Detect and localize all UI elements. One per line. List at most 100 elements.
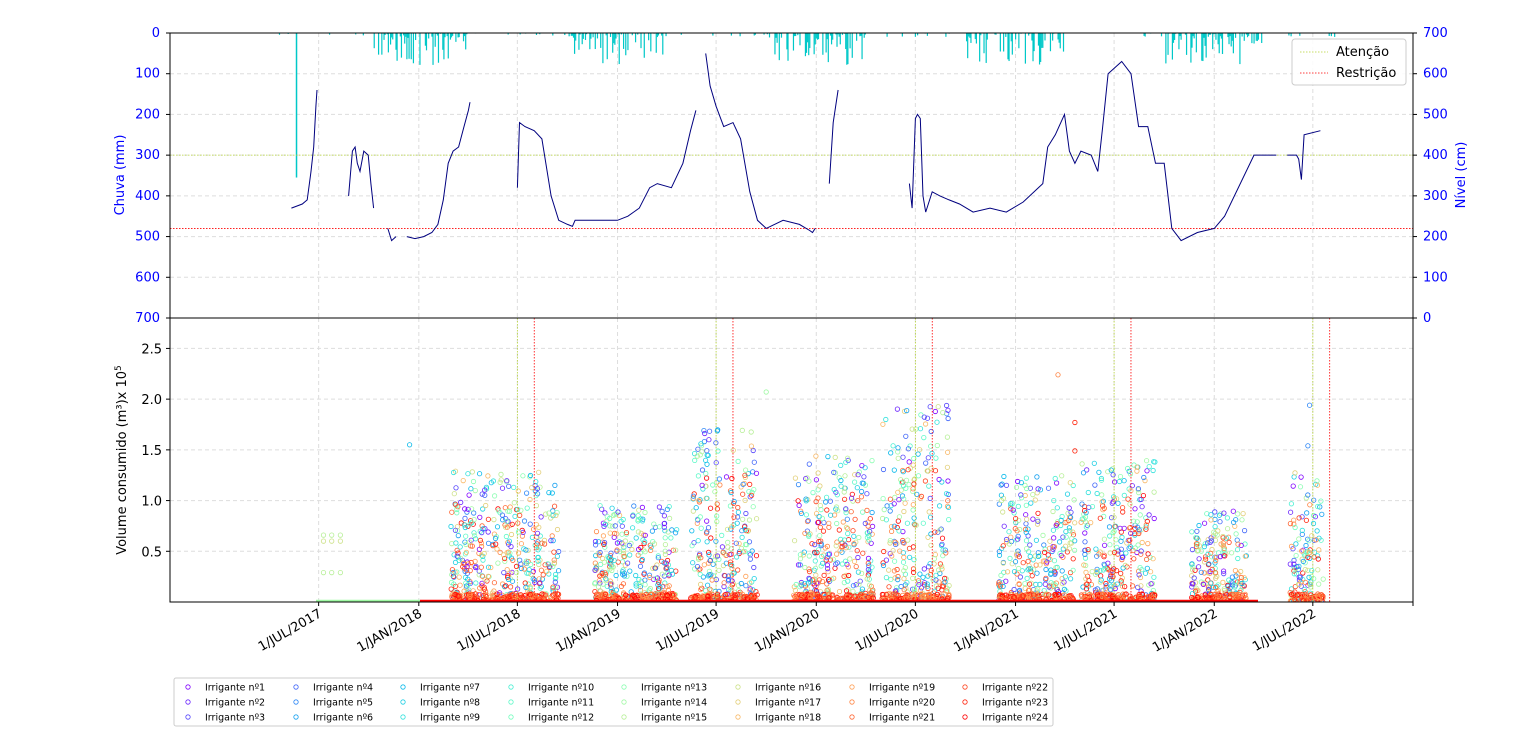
volume-point — [546, 489, 552, 496]
volume-point — [1237, 580, 1243, 586]
rain-bar — [980, 33, 982, 36]
volume-point — [1212, 560, 1218, 566]
volume-point — [855, 472, 861, 478]
rain-bar — [776, 33, 778, 43]
volume-point — [617, 548, 623, 555]
rain-bar — [787, 33, 789, 61]
volume-point — [905, 467, 911, 473]
volume-point — [1127, 501, 1133, 507]
volume-point — [740, 516, 746, 522]
volume-point — [1068, 576, 1074, 582]
volume-point — [1091, 460, 1097, 466]
volume-point — [707, 557, 714, 564]
volume-point — [726, 576, 732, 583]
volume-point — [1063, 534, 1069, 540]
rain-bar — [381, 33, 383, 55]
volume-point — [1189, 546, 1196, 553]
rain-bar — [886, 33, 888, 37]
volume-point — [1011, 594, 1018, 600]
volume-point — [1220, 579, 1226, 586]
volume-point — [517, 512, 523, 519]
volume-point — [1305, 492, 1311, 498]
volume-tick-label: 0.5 — [141, 545, 162, 560]
volume-point — [796, 502, 802, 508]
rain-bar — [983, 33, 985, 54]
irrigant-legend-item: Irrigante nº1 — [185, 683, 265, 694]
rain-bar — [455, 33, 457, 42]
volume-point — [1011, 586, 1017, 593]
rain-bar — [846, 33, 848, 65]
volume-point — [747, 494, 753, 500]
volume-point — [508, 531, 515, 538]
volume-point — [1104, 591, 1110, 597]
volume-point — [554, 553, 561, 559]
irrigant-swatch — [962, 684, 968, 690]
volume-point — [504, 524, 510, 530]
rain-bar — [466, 33, 468, 35]
volume-point — [750, 504, 756, 510]
volume-point — [1232, 567, 1239, 574]
volume-point — [1213, 557, 1219, 564]
volume-point — [1003, 482, 1010, 488]
volume-point — [712, 489, 718, 495]
volume-point — [653, 575, 659, 582]
volume-point — [824, 507, 830, 513]
rain-bar — [355, 33, 357, 35]
rain-bar — [768, 33, 771, 38]
volume-point — [466, 539, 473, 545]
volume-point — [826, 576, 832, 583]
volume-point — [1110, 499, 1116, 505]
volume-point — [532, 593, 539, 599]
rain-bar — [814, 33, 816, 45]
rain-bar — [403, 33, 405, 36]
volume-point — [633, 572, 639, 579]
volume-point — [895, 489, 901, 495]
volume-point — [627, 552, 633, 558]
volume-point — [1189, 581, 1195, 587]
volume-point — [483, 502, 489, 509]
rain-bar — [457, 33, 459, 38]
volume-point — [827, 498, 834, 504]
volume-point — [818, 506, 824, 513]
rain-bar — [860, 33, 862, 36]
irrigant-swatch — [185, 684, 191, 690]
volume-point — [543, 511, 549, 517]
volume-point — [631, 594, 638, 600]
volume-point — [928, 531, 934, 537]
volume-point — [834, 560, 841, 566]
volume-point — [1196, 564, 1202, 570]
volume-point — [1107, 542, 1113, 548]
volume-point — [1291, 564, 1297, 571]
volume-point — [815, 547, 822, 553]
rain-bars — [278, 33, 1336, 178]
volume-point — [1067, 527, 1073, 534]
volume-point — [1097, 515, 1103, 521]
volume-point — [895, 445, 901, 451]
volume-point — [1000, 560, 1006, 566]
volume-point — [1101, 536, 1108, 542]
volume-point — [911, 455, 917, 462]
volume-point — [1234, 547, 1241, 553]
volume-point — [821, 592, 827, 599]
volume-point — [536, 576, 542, 582]
rain-bar — [1195, 33, 1197, 53]
irrigant-swatch — [735, 714, 741, 720]
rain-bar — [662, 33, 664, 55]
rain-bar — [1165, 33, 1167, 64]
volume-point — [869, 564, 875, 570]
volume-point — [803, 475, 809, 482]
date-tick-label: 1/JAN/2020 — [752, 606, 822, 655]
volume-point — [909, 426, 915, 432]
volume-point — [843, 509, 849, 516]
volume-point — [890, 591, 897, 597]
volume-point — [830, 556, 836, 562]
volume-point — [910, 488, 916, 494]
volume-point — [1240, 510, 1246, 517]
volume-point — [477, 514, 483, 520]
volume-point — [804, 518, 811, 525]
volume-point — [1054, 564, 1060, 571]
irrigant-legend-label: Irrigante nº19 — [869, 683, 935, 694]
volume-point — [462, 506, 468, 512]
volume-point — [1132, 506, 1138, 512]
rain-bar — [1215, 33, 1217, 40]
